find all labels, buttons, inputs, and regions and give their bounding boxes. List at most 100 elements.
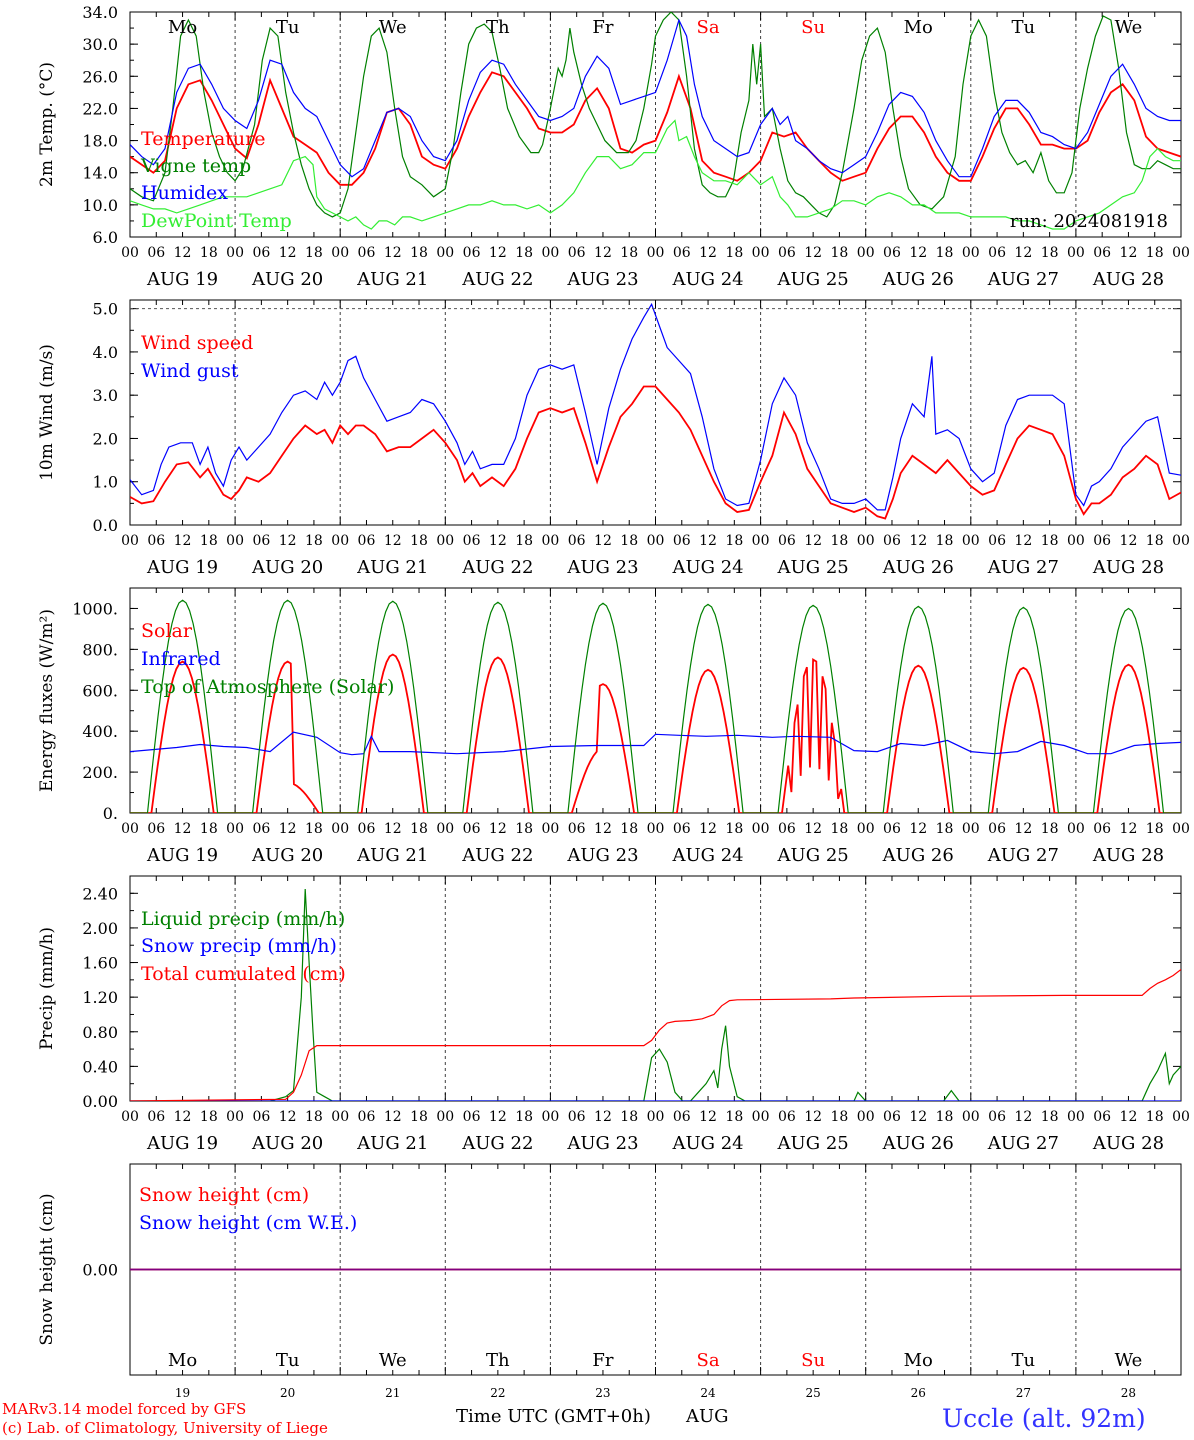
- energy-series: [130, 599, 1181, 813]
- legend-entry: Total cumulated (cm): [141, 963, 346, 985]
- weekday-label-top: Mo: [168, 17, 197, 38]
- wind-ylabel: 10m Wind (m/s): [37, 344, 57, 481]
- hour-label: 06: [568, 533, 586, 549]
- hour-label: 12: [1120, 533, 1138, 549]
- weekday-label-top: Mo: [904, 17, 933, 38]
- hour-label: 12: [384, 821, 402, 837]
- hour-label: 00: [121, 821, 139, 837]
- hour-label: 00: [121, 1109, 139, 1125]
- hour-label: 12: [804, 245, 822, 261]
- date-label: AUG 24: [671, 269, 743, 290]
- day-number-label: 25: [806, 1386, 821, 1400]
- precip-series: [130, 888, 1181, 1101]
- hour-label: 00: [857, 245, 875, 261]
- y-tick-label: 1000.: [72, 599, 118, 618]
- lab-credit: (c) Lab. of Climatology, University of L…: [2, 1419, 328, 1437]
- hour-label: 00: [1172, 533, 1190, 549]
- hour-label: 00: [541, 245, 559, 261]
- hour-label: 00: [1067, 821, 1085, 837]
- hour-label: 06: [988, 821, 1006, 837]
- date-label: AUG 25: [777, 845, 849, 866]
- y-tick-label: 30.0: [82, 35, 118, 54]
- day-number-label: 20: [280, 1386, 295, 1400]
- hour-label: 06: [568, 821, 586, 837]
- hour-label: 06: [358, 1109, 376, 1125]
- y-tick-label: 2.0: [93, 429, 118, 448]
- series-line-humidex: [130, 18, 1181, 178]
- hour-label: 00: [962, 533, 980, 549]
- weekday-label-top: We: [1115, 17, 1143, 38]
- hour-label: 18: [831, 533, 849, 549]
- hour-label: 18: [1041, 245, 1059, 261]
- hour-label: 12: [384, 533, 402, 549]
- hour-label: 18: [1041, 821, 1059, 837]
- hour-label: 00: [647, 821, 665, 837]
- date-label: AUG 28: [1092, 557, 1164, 578]
- temp-panel: 6.0 10.0 14.0 18.0 22.0 26.0 30.0 34.0 2m Temp. …: [37, 3, 1190, 290]
- date-label: AUG 27: [987, 845, 1059, 866]
- y-tick-label: 2.40: [82, 884, 118, 903]
- hour-label: 06: [778, 1109, 796, 1125]
- date-label: AUG 27: [987, 269, 1059, 290]
- temp-ylabel: 2m Temp. (°C): [37, 62, 57, 187]
- snow-panel: 0.00 Snow height (cm) Snow height (cm) Snow…: [37, 1163, 1182, 1376]
- y-tick-label: 1.0: [93, 473, 118, 492]
- hour-label: 06: [1093, 533, 1111, 549]
- series-line-solar: [130, 653, 1181, 813]
- date-label: AUG 23: [566, 845, 638, 866]
- hour-label: 12: [279, 245, 297, 261]
- legend-entry: Vigne temp: [140, 155, 251, 177]
- hour-label: 12: [174, 245, 192, 261]
- date-label: AUG 23: [566, 269, 638, 290]
- hour-label: 06: [1093, 245, 1111, 261]
- hour-label: 12: [174, 533, 192, 549]
- y-tick-label: 600.: [82, 681, 118, 700]
- hour-label: 12: [279, 533, 297, 549]
- y-tick-label: 400.: [82, 722, 118, 741]
- y-tick-label: 18.0: [82, 132, 118, 151]
- precip-panel: 0.00 0.40 0.80 1.20 1.60 2.00 2.40 Precip (mm/h…: [37, 875, 1190, 1154]
- legend-entry: Infrared: [141, 648, 221, 670]
- hour-label: 18: [1146, 533, 1164, 549]
- y-tick-label: 14.0: [82, 164, 118, 183]
- hour-label: 06: [988, 1109, 1006, 1125]
- hour-label: 06: [673, 821, 691, 837]
- hour-label: 12: [489, 821, 507, 837]
- hour-label: 18: [200, 533, 218, 549]
- hour-label: 12: [174, 1109, 192, 1125]
- hour-label: 06: [358, 533, 376, 549]
- weekday-label-top: Tu: [1012, 17, 1036, 38]
- day-number-label: 23: [595, 1386, 610, 1400]
- hour-label: 06: [988, 533, 1006, 549]
- series-line-total-cumulated-cm-: [130, 969, 1181, 1101]
- date-label: AUG 23: [566, 1133, 638, 1154]
- legend-entry: Snow height (cm): [139, 1184, 309, 1206]
- weekday-label-top: Fr: [592, 17, 613, 38]
- hour-label: 00: [541, 533, 559, 549]
- legend-entry: Wind gust: [141, 360, 239, 382]
- hour-label: 12: [909, 533, 927, 549]
- y-tick-label: 800.: [82, 640, 118, 659]
- hour-label: 06: [568, 1109, 586, 1125]
- hour-label: 18: [305, 821, 323, 837]
- hour-label: 00: [752, 1109, 770, 1125]
- date-label: AUG 19: [146, 557, 218, 578]
- weekday-label-bottom: Su: [801, 1350, 825, 1371]
- hour-label: 12: [279, 821, 297, 837]
- hour-label: 06: [1093, 821, 1111, 837]
- hour-label: 00: [226, 533, 244, 549]
- hour-label: 18: [831, 821, 849, 837]
- hour-label: 00: [752, 821, 770, 837]
- weekday-label-top: Su: [801, 17, 825, 38]
- month-label: AUG: [686, 1406, 729, 1427]
- y-tick-label: 4.0: [93, 343, 118, 362]
- series-line-temperature: [130, 71, 1181, 186]
- hour-label: 00: [1067, 533, 1085, 549]
- hour-label: 18: [831, 245, 849, 261]
- date-label: AUG 24: [671, 845, 743, 866]
- hour-label: 18: [1041, 1109, 1059, 1125]
- hour-label: 06: [673, 245, 691, 261]
- hour-label: 00: [331, 1109, 349, 1125]
- series-line-liquid-precip-mm-h-: [130, 888, 1181, 1101]
- hour-label: 06: [778, 533, 796, 549]
